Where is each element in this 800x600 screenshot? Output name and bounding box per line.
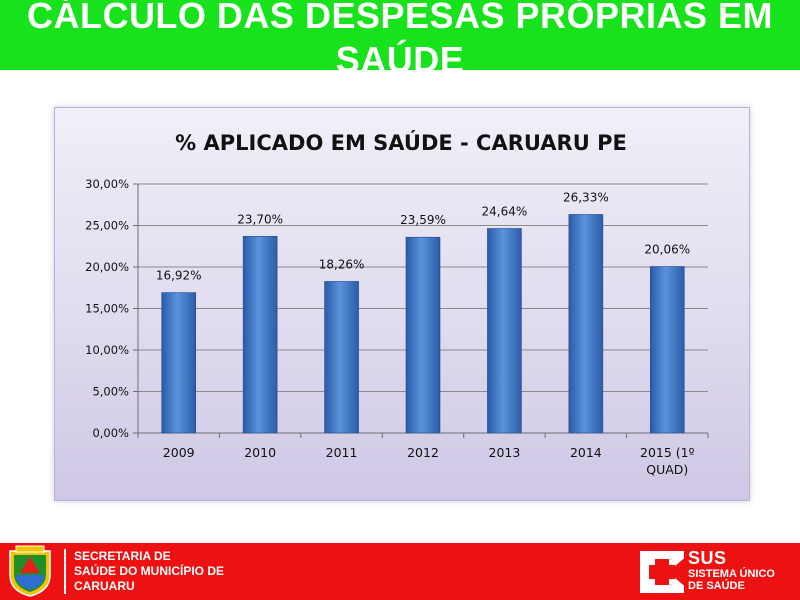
x-tick-label: 2010 <box>244 445 276 460</box>
data-label: 23,70% <box>237 212 283 226</box>
x-tick-label: 2015 (1º <box>640 445 695 460</box>
sus-subtitle-line: SISTEMA ÚNICO <box>688 568 775 580</box>
slide-header: CÁLCULO DAS DESPESAS PRÓPRIAS EM SAÚDE <box>0 0 800 70</box>
bar-2013 <box>487 228 522 434</box>
y-tick-label: 15,00% <box>85 302 129 316</box>
secretaria-line: CARUARU <box>74 579 135 593</box>
x-tick-label: 2011 <box>326 445 358 460</box>
bar-2014 <box>568 214 604 434</box>
data-label: 18,26% <box>319 257 365 271</box>
x-tick-label: 2009 <box>163 445 195 460</box>
data-label: 23,59% <box>400 213 446 227</box>
bar-2009 <box>161 292 197 434</box>
chart-title: % APLICADO EM SAÚDE - CARUARU PE <box>175 130 627 155</box>
y-tick-label: 25,00% <box>85 219 129 233</box>
secretaria-line: SAÚDE DO MUNICÍPIO DE <box>74 564 225 578</box>
bar-2015 <box>649 266 685 434</box>
slide-title: CÁLCULO DAS DESPESAS PRÓPRIAS EM SAÚDE <box>26 0 774 70</box>
y-tick-label: 20,00% <box>85 260 129 274</box>
data-label: 16,92% <box>156 269 202 283</box>
sus-subtitle: SISTEMA ÚNICO DE SAÚDE <box>688 568 775 592</box>
secretaria-line: SECRETARIA DE <box>74 549 171 563</box>
data-label: 24,64% <box>482 204 528 218</box>
caruaru-crest-icon <box>9 545 51 597</box>
x-tick-label: 2013 <box>489 445 521 460</box>
secretaria-name: SECRETARIA DE SAÚDE DO MUNICÍPIO DE CARU… <box>74 549 224 594</box>
bar-2010 <box>242 235 278 434</box>
x-tick-label: QUAD) <box>646 462 688 477</box>
sus-title: SUS <box>688 548 727 568</box>
y-tick-label: 30,00% <box>85 177 129 191</box>
slide-footer: SECRETARIA DE SAÚDE DO MUNICÍPIO DE CARU… <box>0 543 800 600</box>
y-tick-label: 5,00% <box>92 385 129 399</box>
sus-logo-icon <box>640 551 688 593</box>
x-tick-label: 2012 <box>407 445 439 460</box>
x-tick-label: 2014 <box>570 445 602 460</box>
data-label: 26,33% <box>563 190 609 204</box>
bar-2011 <box>324 281 359 434</box>
y-tick-label: 10,00% <box>85 343 129 357</box>
y-tick-label: 0,00% <box>92 426 129 440</box>
sus-subtitle-line: DE SAÚDE <box>688 580 745 592</box>
bar-2012 <box>405 236 441 434</box>
bar-chart: % APLICADO EM SAÚDE - CARUARU PE 0,00% 5,… <box>85 130 709 477</box>
footer-divider <box>64 549 66 594</box>
data-label: 20,06% <box>644 243 690 257</box>
